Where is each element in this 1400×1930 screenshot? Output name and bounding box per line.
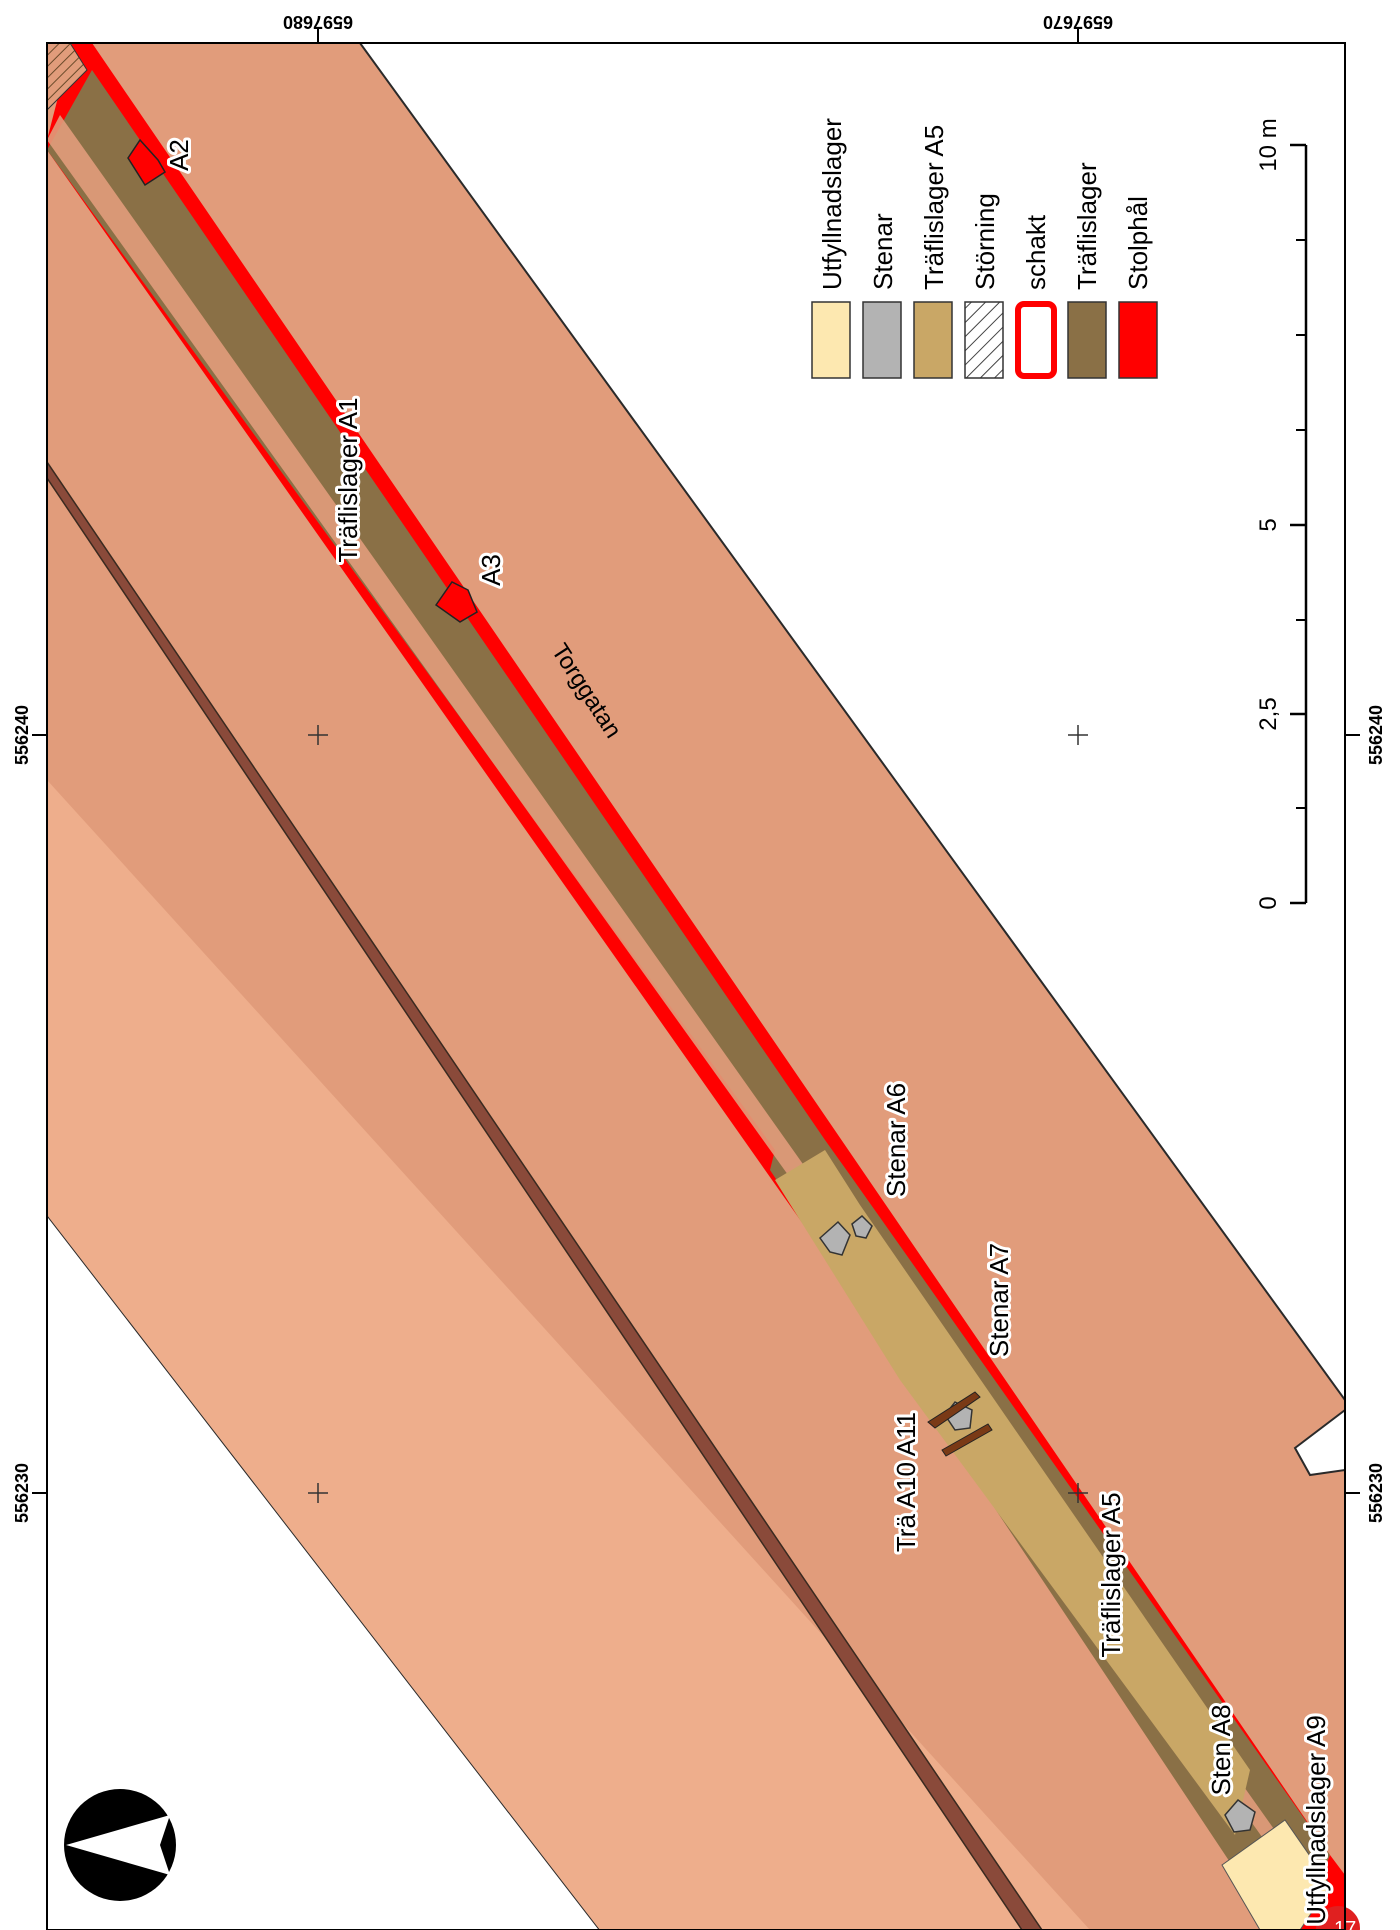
label-a3: A3 (476, 554, 506, 586)
legend-label-utfyllnadslager: Utfyllnadslager (817, 118, 847, 290)
legend-label-traflislager: Träflislager (1072, 162, 1102, 290)
legend-label-traflislager-a5: Träflislager A5 (919, 125, 949, 290)
legend-label-stolphal: Stolphål (1123, 196, 1153, 290)
label-a8: Sten A8 (1206, 1704, 1236, 1795)
stone-a6-2 (851, 1214, 873, 1239)
traflislager-a5-layer (775, 1150, 1250, 1835)
marker-circle (1316, 1906, 1360, 1930)
coord-top-1: 6597680 (283, 12, 353, 32)
stone-a8 (1224, 1798, 1256, 1833)
scale-bar: 10 m 5 2,5 0 (1255, 118, 1308, 910)
legend-swatch-storning (964, 301, 1004, 379)
scale-label-5: 5 (1255, 518, 1282, 531)
scale-label-2-5: 2,5 (1255, 697, 1282, 730)
stone-a6-1 (818, 1220, 851, 1256)
label-a7: Stenar A7 (984, 1243, 1014, 1357)
legend-swatch-traflislager (1067, 301, 1107, 379)
label-a2: A2 (164, 139, 194, 171)
legend-swatch-schakt (1015, 301, 1057, 379)
north-arrow-icon (64, 1789, 176, 1901)
legend: Utfyllnadslager Stenar Träflislager A5 S… (811, 118, 1158, 379)
grid-crosses (308, 725, 1088, 1503)
legend-label-stenar: Stenar (868, 213, 898, 290)
label-a10-a11: Trä A10 A11 (891, 1412, 921, 1552)
legend-swatch-stenar (862, 301, 902, 379)
label-a1: Träflislager A1 (333, 397, 363, 562)
legend-swatch-stolphal (1118, 301, 1158, 379)
stolphal-a2 (127, 138, 167, 187)
coord-left-1: 556240 (12, 705, 32, 765)
legend-label-schakt: schakt (1021, 214, 1051, 290)
legend-swatch-utfyllnadslager (811, 301, 851, 379)
coord-left-2: 556230 (12, 1463, 32, 1523)
legend-label-storning: Störning (970, 193, 1000, 290)
label-a6: Stenar A6 (881, 1083, 911, 1197)
label-a9: Utfyllnadslager A9 (1301, 1715, 1331, 1925)
legend-swatch-traflislager-a5 (913, 301, 953, 379)
wood-a10 (927, 1391, 981, 1429)
scale-label-0: 0 (1255, 896, 1282, 909)
boundary-stripe (47, 460, 1043, 1930)
wood-a11 (941, 1423, 993, 1457)
coord-right-1: 556240 (1366, 705, 1386, 765)
utfyllnadslager-layer (1221, 1819, 1331, 1930)
stolphal-a3 (434, 581, 478, 623)
storning-hatch (47, 43, 88, 111)
map-frame-border (46, 42, 1346, 1930)
coord-top-2: 6597670 (1043, 12, 1113, 32)
scale-label-10m: 10 m (1255, 118, 1282, 171)
label-a5: Träflislager A5 (1096, 1492, 1126, 1657)
coord-right-2: 556230 (1366, 1463, 1386, 1523)
